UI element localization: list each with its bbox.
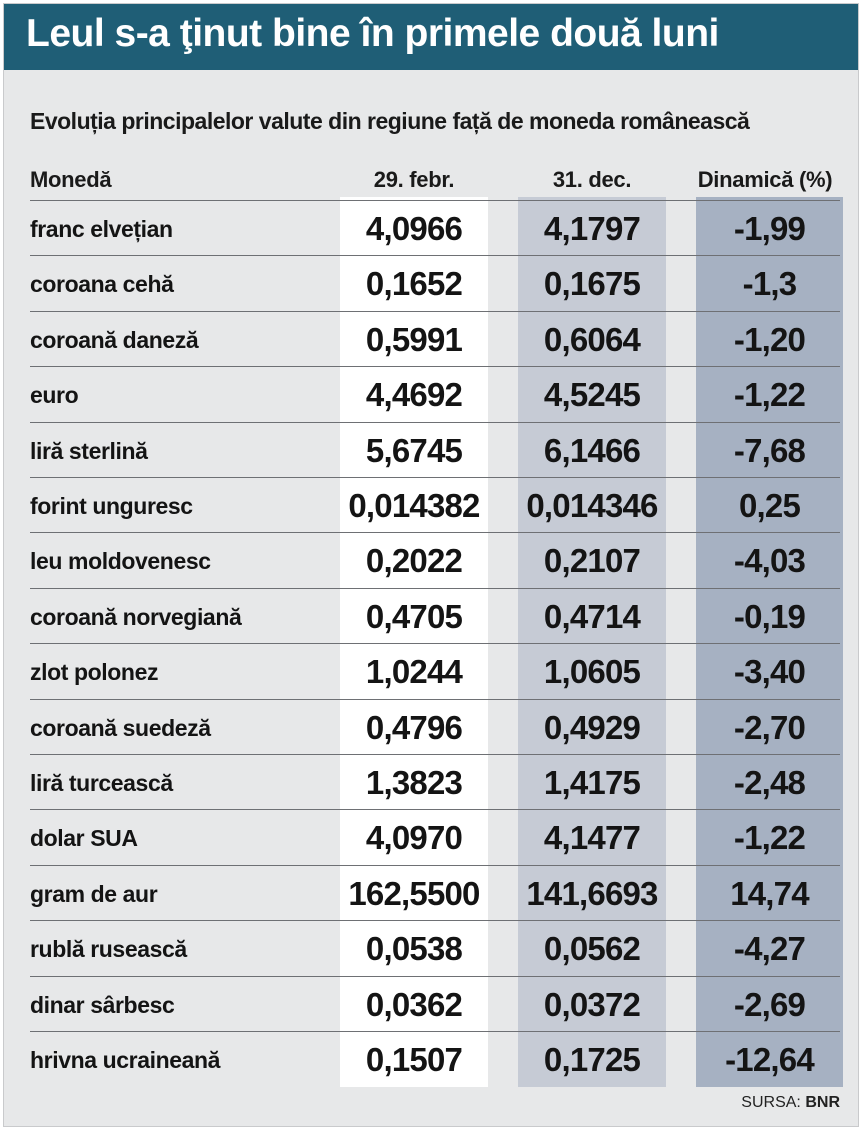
header-feb: 29. febr. (373, 167, 455, 192)
currency-name: coroană suedeză (30, 714, 211, 741)
value-dynamics: -2,70 (733, 708, 806, 746)
currency-name: dolar SUA (30, 825, 138, 852)
table-row: liră sterlină 5,6745 6,1466 -7,68 (4, 421, 858, 477)
table-row: coroană daneză 0,5991 0,6064 -1,20 (4, 310, 858, 366)
value-feb: 4,4692 (365, 376, 463, 414)
value-dynamics: -0,19 (733, 597, 806, 635)
value-dynamics: -1,22 (733, 376, 806, 414)
table-row: gram de aur 162,5500 141,6693 14,74 (4, 864, 858, 920)
value-dynamics: 14,74 (730, 874, 809, 912)
value-dec: 1,4175 (543, 764, 641, 801)
source-label: SURSA: (741, 1094, 801, 1111)
table-header: Monedă 29. febr. 31. dec. Dinamică (%) (4, 164, 858, 197)
value-dynamics: -1,99 (733, 210, 806, 247)
value-dec: 0,0562 (543, 930, 641, 968)
value-dynamics: -4,03 (733, 542, 806, 580)
value-feb: 0,5991 (365, 320, 463, 358)
value-dec: 0,6064 (543, 320, 641, 358)
currency-name: euro (30, 382, 79, 409)
table-row: rublă rusească 0,0538 0,0562 -4,27 (4, 920, 858, 975)
currency-name: leu moldovenesc (30, 548, 211, 575)
title-bar: Leul s-a ţinut bine în primele două luni (4, 4, 858, 70)
value-feb: 0,4705 (365, 597, 463, 635)
currency-name: rublă rusească (30, 936, 187, 963)
source-value: BNR (805, 1094, 840, 1111)
currency-name: liră turcească (30, 770, 173, 796)
table-row: franc elvețian 4,0966 4,1797 -1,99 (4, 200, 858, 255)
value-dec: 0,014346 (526, 487, 658, 524)
value-feb: 1,0244 (365, 653, 463, 691)
currency-name: hrivna ucraineană (30, 1047, 221, 1073)
currency-name: gram de aur (30, 880, 158, 907)
table-row: leu moldovenesc 0,2022 0,2107 -4,03 (4, 532, 858, 587)
table-row: coroană suedeză 0,4796 0,4929 -2,70 (4, 698, 858, 754)
currency-name: forint unguresc (30, 493, 193, 519)
currency-name: dinar sârbesc (30, 991, 175, 1018)
table-row: hrivna ucraineană 0,1507 0,1725 -12,64 (4, 1031, 858, 1086)
header-dynamics: Dinamică (%) (697, 167, 833, 192)
value-dynamics: -7,68 (733, 431, 806, 469)
value-dynamics: 0,25 (738, 487, 801, 524)
table-row: euro 4,4692 4,5245 -1,22 (4, 366, 858, 421)
value-dynamics: -4,27 (733, 930, 806, 968)
value-dec: 0,4714 (543, 597, 641, 635)
value-dec: 0,0372 (543, 985, 641, 1023)
value-feb: 162,5500 (348, 874, 480, 912)
table-row: forint unguresc 0,014382 0,014346 0,25 (4, 477, 858, 532)
value-feb: 0,014382 (348, 487, 480, 524)
value-feb: 0,1507 (365, 1041, 463, 1078)
value-dynamics: -3,40 (733, 653, 806, 691)
source-note: SURSA: BNR (741, 1094, 840, 1112)
value-feb: 5,6745 (365, 431, 463, 469)
value-dec: 1,0605 (543, 653, 641, 691)
currency-name: coroană daneză (30, 326, 199, 353)
value-dynamics: -1,20 (733, 320, 806, 358)
value-feb: 0,0538 (365, 930, 463, 968)
value-dec: 0,1675 (543, 265, 641, 303)
column-band-dec (518, 197, 666, 1087)
currency-name: coroană norvegiană (30, 603, 242, 630)
value-dec: 141,6693 (526, 874, 658, 912)
page-title: Leul s-a ţinut bine în primele două luni (26, 12, 719, 55)
value-dec: 0,2107 (543, 542, 641, 580)
currency-name: liră sterlină (30, 437, 148, 464)
table-row: dinar sârbesc 0,0362 0,0372 -2,69 (4, 975, 858, 1031)
table-row: zlot polonez 1,0244 1,0605 -3,40 (4, 643, 858, 698)
value-dynamics: -2,69 (733, 985, 806, 1023)
value-dec: 0,4929 (543, 708, 641, 746)
table-row: coroana cehă 0,1652 0,1675 -1,3 (4, 255, 858, 310)
value-feb: 0,0362 (365, 985, 463, 1023)
table-row: liră turcească 1,3823 1,4175 -2,48 (4, 754, 858, 809)
value-feb: 1,3823 (365, 764, 463, 801)
value-feb: 0,2022 (365, 542, 463, 580)
value-dynamics: -1,3 (742, 265, 797, 303)
value-feb: 4,0966 (365, 210, 463, 247)
header-currency: Monedă (30, 167, 112, 192)
currency-name: zlot polonez (30, 659, 159, 686)
infographic-frame: Leul s-a ţinut bine în primele două luni… (3, 3, 859, 1127)
value-dec: 4,1477 (543, 819, 641, 857)
value-dynamics: -2,48 (733, 764, 806, 801)
column-band-dynamics (696, 197, 843, 1087)
value-dec: 6,1466 (543, 431, 641, 469)
header-dec: 31. dec. (552, 167, 632, 192)
table-row: dolar SUA 4,0970 4,1477 -1,22 (4, 809, 858, 864)
value-feb: 0,1652 (365, 265, 463, 303)
value-dec: 0,1725 (543, 1041, 641, 1078)
value-dec: 4,1797 (543, 210, 641, 247)
value-feb: 0,4796 (365, 708, 463, 746)
value-dec: 4,5245 (543, 376, 641, 414)
currency-name: franc elvețian (30, 216, 173, 242)
value-dynamics: -1,22 (733, 819, 806, 857)
chart-subtitle: Evoluția principalelor valute din regiun… (30, 108, 750, 134)
column-band-feb (340, 197, 488, 1087)
value-dynamics: -12,64 (725, 1041, 815, 1078)
currency-name: coroana cehă (30, 271, 174, 298)
value-feb: 4,0970 (365, 819, 463, 857)
table-row: coroană norvegiană 0,4705 0,4714 -0,19 (4, 587, 858, 643)
